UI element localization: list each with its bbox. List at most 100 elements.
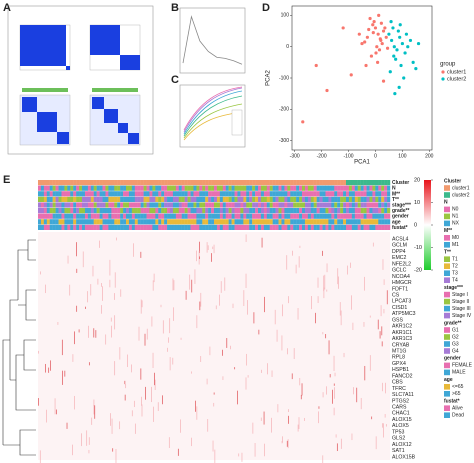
annotation-cell [181,191,185,197]
annotation-cell [304,185,309,191]
heatmap-streak [127,354,128,368]
point [368,16,372,21]
annotation-cell [102,196,106,202]
annotation-cell [199,219,203,225]
annotation-label: grade** [392,208,410,214]
annotation-cell [46,213,50,219]
annotation-cell [290,208,294,214]
heatmap-streak [172,278,174,291]
legend-swatch [444,213,450,220]
heatmap-streak [281,335,283,351]
annotation-cell [79,224,83,230]
annotation-cell [222,180,226,186]
annotation-cell [269,202,273,208]
annotation-cell [46,185,50,191]
annotation-cell [40,185,45,191]
annotation-cell [225,202,229,208]
heatmap-streak [334,387,335,399]
annotation-cell [149,196,153,202]
heatmap-streak [232,303,234,309]
annotation-cell [205,213,209,219]
gene-label: GSS [392,317,403,323]
annotation-cell [161,208,165,214]
heatmap-streak [101,283,102,287]
annotation-cell [52,219,56,225]
heatmap-streak [109,279,111,288]
annotation-cell [340,219,344,225]
annotation-cell [284,224,288,230]
annotation-cell [354,224,358,230]
annotation-cell [304,180,309,186]
annotation-cell [258,202,262,208]
annotation-cell [196,208,200,214]
point [398,23,402,27]
annotation-cell [354,202,358,208]
legend-label: Stage IV [452,313,472,319]
annotation-cell [381,213,385,219]
annotation-cell [275,219,279,225]
legend-label: M1 [452,242,459,248]
gene-label: GCLM [392,243,407,249]
heatmap-streak [162,395,163,405]
annotation-cell [357,208,361,214]
annotation-cell [49,202,53,208]
heatmap-streak [105,334,107,345]
heatmap-streak [382,423,384,428]
annotation-cell [351,224,355,230]
heatmap-streak [114,272,116,288]
gene-label: AKR1C1 [392,330,412,336]
annotation-cell [290,224,294,230]
annotation-cell [111,185,115,191]
annotation-cell [387,180,391,186]
annotation-cell [167,202,171,208]
annotation-cell [143,185,147,191]
annotation-cell [102,213,106,219]
point [403,51,407,55]
annotation-cell [158,185,162,191]
annotation-label: fustat* [392,225,408,231]
annotation-cell [219,219,223,225]
heatmap-streak [226,338,228,348]
annotation-cell [140,224,144,230]
annotation-cell [117,202,121,208]
annotation-cell [313,213,317,219]
annotation-cell [354,185,358,191]
annotation-cell [193,196,197,202]
annotation-cell [228,202,232,208]
annotation-cell [187,196,191,202]
annotation-cell [249,213,253,219]
annotation-cell [161,191,165,197]
heatmap-streak [189,274,191,290]
heatmap-streak [380,305,382,317]
annotation-cell [293,219,297,225]
annotation-cell [84,208,89,214]
heatmap-streak [82,251,84,268]
heatmap-streak [322,332,324,335]
annotation-cell [137,191,141,197]
point [301,120,305,124]
heatmap-streak [282,436,283,443]
annotation-cell [255,219,259,225]
annotation-cell [49,219,53,225]
annotation-cell [43,208,47,214]
annotation-cell [263,191,267,197]
annotation-cell [219,191,223,197]
annotation-cell [161,202,165,208]
annotation-cell [231,213,235,219]
annotation-cell [219,180,223,186]
annotation-cell [384,191,388,197]
annotation-cell [387,208,391,214]
annotation-cell [175,202,179,208]
annotation-cell [307,213,311,219]
annotation-cell [187,185,191,191]
annotation-cell [328,202,332,208]
annotation-cell [102,180,106,186]
y-tick-label: 100 [281,13,290,19]
annotation-cell [219,208,223,214]
annotation-cell [208,219,212,225]
point [378,37,382,41]
annotation-cell [58,219,62,225]
annotation-cell [275,213,279,219]
heatmap-streak [384,414,386,418]
heatmap-streak [94,405,96,419]
